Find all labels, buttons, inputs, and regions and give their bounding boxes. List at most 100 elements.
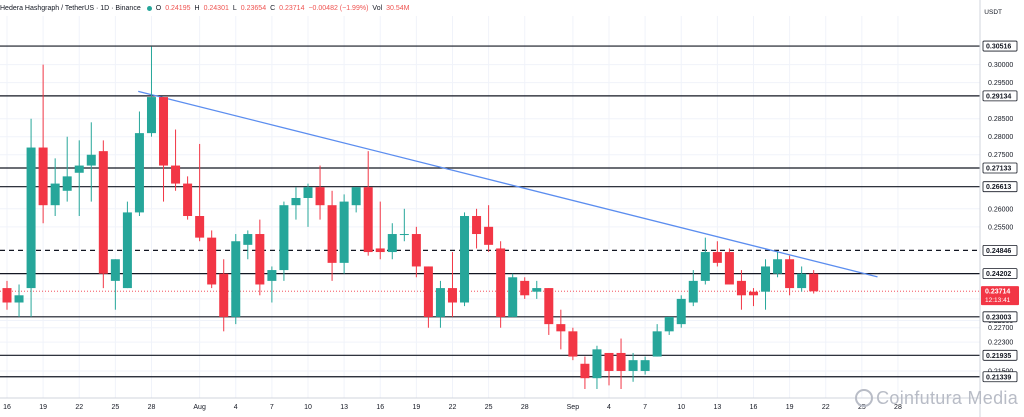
level-label: 0.21935	[986, 353, 1011, 360]
candle-body	[664, 316, 674, 332]
date-tick-label: 28	[148, 404, 156, 411]
price-tick-label: 0.22300	[988, 340, 1013, 347]
price-tick-label: 0.30000	[988, 62, 1013, 69]
level-label: 0.24202	[986, 271, 1011, 278]
date-tick-label: 28	[521, 404, 529, 411]
candle-body	[520, 280, 530, 296]
level-label-box	[982, 90, 1018, 102]
candle-body	[315, 187, 325, 206]
date-tick-label: 25	[858, 404, 866, 411]
candle-body	[700, 252, 710, 281]
candle-body	[38, 147, 48, 206]
open-value: 0.24195	[165, 4, 191, 12]
date-tick-label: 13	[340, 404, 348, 411]
volume-label: Vol	[372, 4, 383, 12]
candle-body	[159, 97, 169, 166]
level-label-box	[982, 162, 1018, 174]
candle-body	[423, 266, 433, 317]
date-tick-label: 16	[750, 404, 758, 411]
symbol-title[interactable]: Hedera Hashgraph / TetherUS · 1D · Binan…	[0, 4, 141, 12]
candle-body	[2, 288, 12, 303]
price-tick-label: 0.29500	[988, 80, 1013, 87]
candle-body	[62, 176, 72, 191]
level-label-box	[982, 181, 1018, 193]
candle-body	[532, 288, 542, 292]
candle-body	[110, 259, 120, 281]
candle-body	[146, 97, 156, 134]
time-axis: 16 19 22 25 28 Aug 4 7 10 13 16 19 22 25 28 Sep 4 7 10 13 16…	[0, 397, 980, 411]
candle-body	[447, 288, 457, 303]
candle-body	[279, 205, 289, 271]
date-tick-label: 16	[376, 404, 384, 411]
date-tick-label: Aug	[193, 404, 206, 411]
price-tick-label: 0.28500	[988, 116, 1013, 123]
date-tick-label: 19	[786, 404, 794, 411]
current-price-tag	[981, 286, 1019, 306]
date-tick-label: 22	[75, 404, 83, 411]
date-tick-label: 22	[822, 404, 830, 411]
high-value: 0.24301	[203, 4, 229, 12]
candle-body	[785, 259, 795, 289]
date-tick-label: 13	[713, 404, 721, 411]
candle-body	[363, 187, 373, 253]
candle-body	[122, 212, 132, 289]
chart-grid	[0, 16, 980, 398]
candle-body	[809, 273, 819, 292]
level-label: 0.27133	[986, 165, 1011, 172]
candle-body	[74, 165, 84, 173]
date-tick-label: 4	[607, 404, 611, 411]
candle-body	[231, 241, 241, 317]
level-label-box	[982, 40, 1018, 52]
date-tick-label: 10	[304, 404, 312, 411]
price-tick-label: 0.22700	[988, 325, 1013, 332]
close-value: 0.23714	[279, 4, 305, 12]
candle-body	[748, 291, 758, 296]
price-countdown: 12:13:41	[985, 297, 1011, 304]
candle-body	[604, 352, 614, 371]
candle-body	[219, 273, 229, 317]
candle-body	[339, 201, 349, 263]
low-label: L	[232, 4, 237, 12]
candle-body	[592, 349, 602, 379]
trendline	[138, 90, 878, 278]
date-tick-label: 19	[412, 404, 420, 411]
candle-body	[411, 234, 421, 267]
candle-body	[351, 187, 361, 206]
horizontal-levels	[0, 45, 980, 378]
date-tick-label: 22	[449, 404, 457, 411]
date-tick-label: 25	[485, 404, 493, 411]
candle-body	[544, 288, 554, 325]
low-value: 0.23654	[240, 4, 267, 12]
candle-body	[183, 183, 193, 217]
high-label: H	[194, 4, 200, 12]
chart-header: Hedera Hashgraph / TetherUS · 1D · Binan…	[0, 0, 410, 16]
candle-body	[134, 133, 144, 213]
date-tick-label: 25	[111, 404, 119, 411]
candlestick-series	[2, 46, 819, 389]
price-tick-label: 0.25500	[988, 224, 1013, 231]
candle-body	[207, 237, 217, 285]
trendline-layer	[138, 90, 878, 278]
date-tick-label: 4	[234, 404, 238, 411]
price-tick-label: 0.27500	[988, 152, 1013, 159]
candle-body	[255, 234, 265, 285]
candle-body	[435, 288, 445, 317]
candle-body	[628, 360, 638, 371]
candle-body	[652, 331, 662, 357]
candle-body	[616, 352, 626, 371]
change-value: −0.00482 (−1.99%)	[308, 4, 369, 12]
level-label-box	[982, 244, 1018, 256]
candle-body	[195, 216, 205, 238]
open-label: O	[155, 4, 162, 12]
watermark-logo-icon	[855, 389, 874, 407]
candle-body	[472, 216, 482, 235]
candle-body	[26, 147, 36, 289]
candle-body	[556, 324, 566, 332]
price-tick-label: 0.28000	[988, 134, 1013, 141]
candle-body	[375, 248, 385, 253]
date-tick-label: 7	[643, 404, 647, 411]
date-tick-label: 7	[270, 404, 274, 411]
candle-body	[303, 187, 313, 198]
candle-body	[640, 360, 650, 371]
